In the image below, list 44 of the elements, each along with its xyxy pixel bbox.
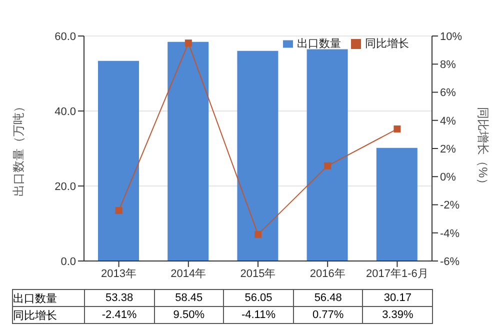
data-label: 53.38 [84, 290, 154, 306]
x-tick-label: 2013年 [101, 268, 137, 280]
y2-tick-label: -6% [440, 256, 460, 268]
y-axis-title: 出口数量（万吨） [11, 100, 26, 196]
text: 同比增长 [13, 310, 57, 322]
bar [98, 60, 139, 261]
legend-label: 出口数量 [297, 38, 341, 50]
data-label: 9.50% [154, 306, 224, 324]
y2-tick-label: 4% [440, 115, 456, 128]
y2-tick-label: -4% [440, 228, 460, 240]
data-label: -2.41% [84, 306, 154, 324]
point [394, 125, 401, 132]
data-label: 56.05 [224, 290, 294, 306]
data-label: 0.77% [293, 306, 363, 324]
bar [306, 49, 348, 261]
y2-tick-label: -2% [440, 200, 460, 212]
x-tick-label: 2016年 [310, 268, 346, 280]
data-label: 56.48 [293, 290, 363, 306]
x-tick-label: 2014年 [170, 268, 206, 280]
y2-tick-label: 0% [440, 172, 456, 184]
data-label: 30.17 [362, 290, 432, 306]
y2-tick-label: 10% [440, 30, 462, 43]
data-label: 3.39% [362, 306, 432, 324]
point [115, 207, 122, 214]
y2-tick-label: 6% [440, 87, 456, 100]
bar [376, 148, 418, 261]
point [324, 162, 332, 170]
x-tick-label: 2015年 [240, 268, 276, 280]
y2-tick-label: 8% [440, 59, 456, 72]
y2-tick-label: 2% [440, 143, 456, 156]
legend-label: 同比增长 [365, 38, 409, 50]
point [184, 40, 192, 47]
y-tick-label: 0.0 [60, 256, 76, 268]
bar [168, 42, 209, 261]
point [254, 230, 262, 238]
x-tick-label: 2017年1-6月 [366, 268, 428, 280]
data-label: -4.11% [224, 306, 294, 324]
y-tick-label: 20.0 [54, 180, 76, 193]
y2-axis-title: 同比增长（%） [476, 107, 490, 190]
text: 出口数量 [13, 292, 57, 304]
bar [237, 50, 278, 261]
data-label: 58.45 [154, 290, 224, 306]
y-tick-label: 40.0 [54, 106, 76, 118]
y-tick-label: 60.0 [54, 30, 76, 43]
